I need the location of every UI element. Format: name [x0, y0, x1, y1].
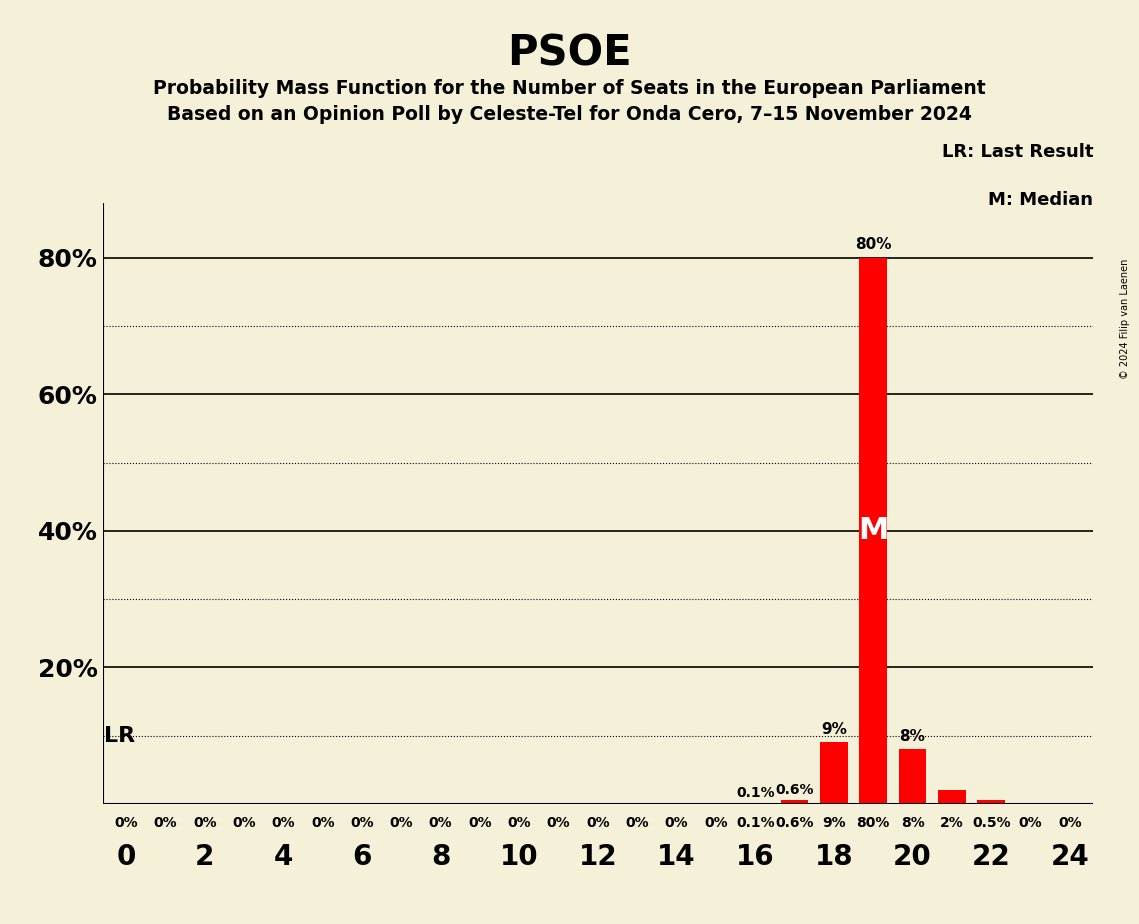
Text: 10: 10: [500, 844, 539, 871]
Bar: [860, 258, 887, 804]
Text: 0%: 0%: [665, 816, 688, 830]
Text: 0.6%: 0.6%: [776, 783, 814, 797]
Text: 6: 6: [352, 844, 371, 871]
Text: 0%: 0%: [390, 816, 413, 830]
Text: 0.6%: 0.6%: [776, 816, 814, 830]
Bar: [820, 743, 847, 804]
Text: 20: 20: [893, 844, 932, 871]
Text: 0%: 0%: [1058, 816, 1082, 830]
Text: 0: 0: [116, 844, 136, 871]
Text: © 2024 Filip van Laenen: © 2024 Filip van Laenen: [1120, 259, 1130, 379]
Text: 0%: 0%: [271, 816, 295, 830]
Text: 8%: 8%: [900, 729, 926, 744]
Text: 0%: 0%: [154, 816, 178, 830]
Text: 0.1%: 0.1%: [736, 816, 775, 830]
Bar: [939, 790, 966, 804]
Text: 9%: 9%: [821, 722, 847, 737]
Text: 0%: 0%: [508, 816, 531, 830]
Bar: [781, 800, 809, 804]
Text: PSOE: PSOE: [507, 32, 632, 74]
Text: 12: 12: [579, 844, 617, 871]
Text: 0.1%: 0.1%: [736, 786, 775, 800]
Text: Probability Mass Function for the Number of Seats in the European Parliament: Probability Mass Function for the Number…: [153, 79, 986, 98]
Text: 0%: 0%: [587, 816, 609, 830]
Text: 8: 8: [431, 844, 450, 871]
Text: 0%: 0%: [704, 816, 728, 830]
Text: 0%: 0%: [625, 816, 649, 830]
Text: Based on an Opinion Poll by Celeste-Tel for Onda Cero, 7–15 November 2024: Based on an Opinion Poll by Celeste-Tel …: [167, 105, 972, 125]
Text: 18: 18: [814, 844, 853, 871]
Text: LR: Last Result: LR: Last Result: [942, 143, 1093, 161]
Text: 0%: 0%: [232, 816, 256, 830]
Text: 8%: 8%: [901, 816, 925, 830]
Text: 0%: 0%: [547, 816, 571, 830]
Text: 0%: 0%: [1018, 816, 1042, 830]
Text: 14: 14: [657, 844, 696, 871]
Text: 80%: 80%: [855, 237, 892, 252]
Text: 16: 16: [736, 844, 775, 871]
Text: LR: LR: [105, 725, 136, 746]
Text: M: M: [858, 517, 888, 545]
Text: 2: 2: [195, 844, 214, 871]
Text: 0%: 0%: [429, 816, 452, 830]
Text: 4: 4: [273, 844, 293, 871]
Text: 9%: 9%: [822, 816, 846, 830]
Bar: [899, 749, 926, 804]
Bar: [977, 800, 1005, 804]
Text: 0%: 0%: [468, 816, 492, 830]
Text: 24: 24: [1050, 844, 1089, 871]
Text: 0%: 0%: [350, 816, 374, 830]
Text: 0%: 0%: [192, 816, 216, 830]
Text: 22: 22: [972, 844, 1010, 871]
Text: 0%: 0%: [114, 816, 138, 830]
Text: 0.5%: 0.5%: [972, 816, 1010, 830]
Text: M: Median: M: Median: [989, 191, 1093, 209]
Text: 0%: 0%: [311, 816, 335, 830]
Text: 80%: 80%: [857, 816, 890, 830]
Text: 2%: 2%: [940, 816, 964, 830]
